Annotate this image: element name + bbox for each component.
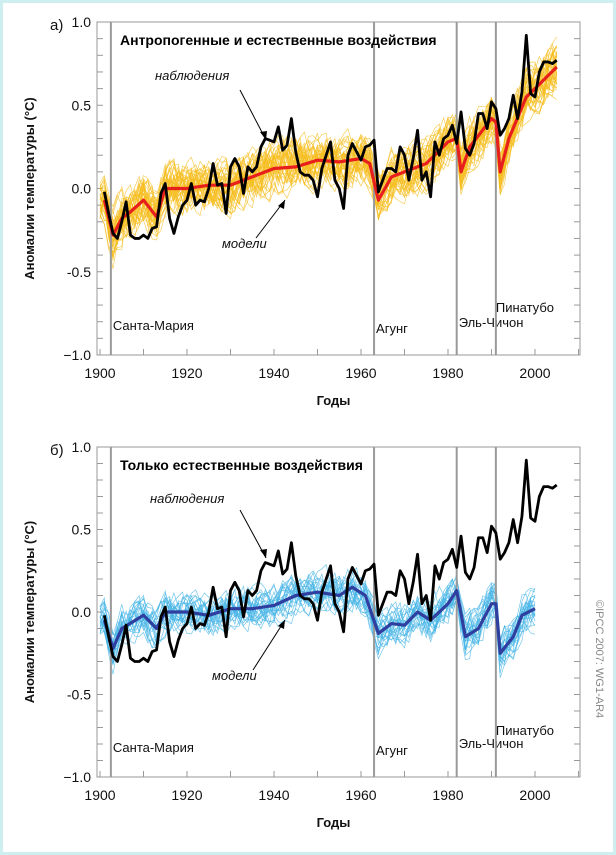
y-axis-label: Аномалии температуры (°C) <box>22 97 37 279</box>
copyright-text: ©IPCC 2007: WG1-AR4 <box>593 600 605 718</box>
volcano-label: Пинатубо <box>496 300 554 315</box>
y-axis-label: Аномалии температуры (°C) <box>22 521 37 703</box>
panel-a: −1.0 -0.5 0.0 0.5 1.0 1900 1920 1940 1960 1980 200… <box>22 14 581 408</box>
volcano-label: Санта-Мария <box>113 318 194 333</box>
volcano-label: Эль-Чичон <box>459 315 524 330</box>
x-tick-label: 1980 <box>432 365 463 381</box>
x-tick-label: 1980 <box>432 787 463 803</box>
x-tick-label: 1920 <box>171 365 202 381</box>
volcano-label: Пинатубо <box>496 723 554 738</box>
panel-label: а) <box>50 17 63 34</box>
observations-arrow <box>239 89 267 141</box>
volcano-label: Агунг <box>376 743 408 758</box>
arrowhead-icon <box>278 620 285 629</box>
x-tick-label: 1940 <box>258 365 289 381</box>
y-tick-label: 1.0 <box>72 439 92 455</box>
ensemble-member-line <box>99 577 536 674</box>
y-tick-label: -0.5 <box>67 264 91 280</box>
y-tick-label: 0.5 <box>72 522 92 538</box>
x-tick-label: 1900 <box>84 787 115 803</box>
models-annotation: модели <box>222 236 267 251</box>
arrowhead-icon <box>278 200 285 209</box>
y-tick-label: 0.0 <box>72 181 92 197</box>
panel-b: −1.0 -0.5 0.0 0.5 1.0 1900 1920 1940 1960 1980 200… <box>22 439 581 830</box>
volcano-label: Санта-Мария <box>113 740 194 755</box>
x-tick-label: 1940 <box>258 787 289 803</box>
observations-annotation: наблюдения <box>155 68 229 83</box>
x-axis-label: Годы <box>317 393 351 408</box>
panel-label: б) <box>50 442 64 459</box>
observations-line <box>102 458 558 663</box>
x-tick-label: 2000 <box>519 787 550 803</box>
observations-annotation: наблюдения <box>150 491 224 506</box>
x-tick-label: 2000 <box>519 365 550 381</box>
y-tick-label: 0.0 <box>72 604 92 620</box>
volcano-label: Агунг <box>376 321 408 336</box>
ensemble-member-line <box>99 45 558 231</box>
y-tick-label: -0.5 <box>67 687 91 703</box>
y-tick-label: 1.0 <box>72 14 92 30</box>
y-tick-label: −1.0 <box>63 769 91 785</box>
x-tick-label: 1960 <box>345 365 376 381</box>
observations-line <box>102 33 558 240</box>
x-axis-label: Годы <box>317 815 351 830</box>
arrowhead-icon <box>260 549 267 558</box>
x-tick-label: 1900 <box>84 365 115 381</box>
arrowhead-icon <box>260 131 267 140</box>
models-annotation: модели <box>212 668 257 683</box>
chart-title: Только естественные воздействия <box>120 457 363 473</box>
ensemble-member-line <box>99 55 558 235</box>
chart-title: Антропогенные и естественные воздействия <box>120 32 436 48</box>
x-tick-label: 1960 <box>345 787 376 803</box>
models-arrow <box>252 619 286 671</box>
volcano-label: Эль-Чичон <box>459 736 524 751</box>
y-tick-label: −1.0 <box>63 347 91 363</box>
x-tick-label: 1920 <box>171 787 202 803</box>
y-tick-label: 0.5 <box>72 97 92 113</box>
